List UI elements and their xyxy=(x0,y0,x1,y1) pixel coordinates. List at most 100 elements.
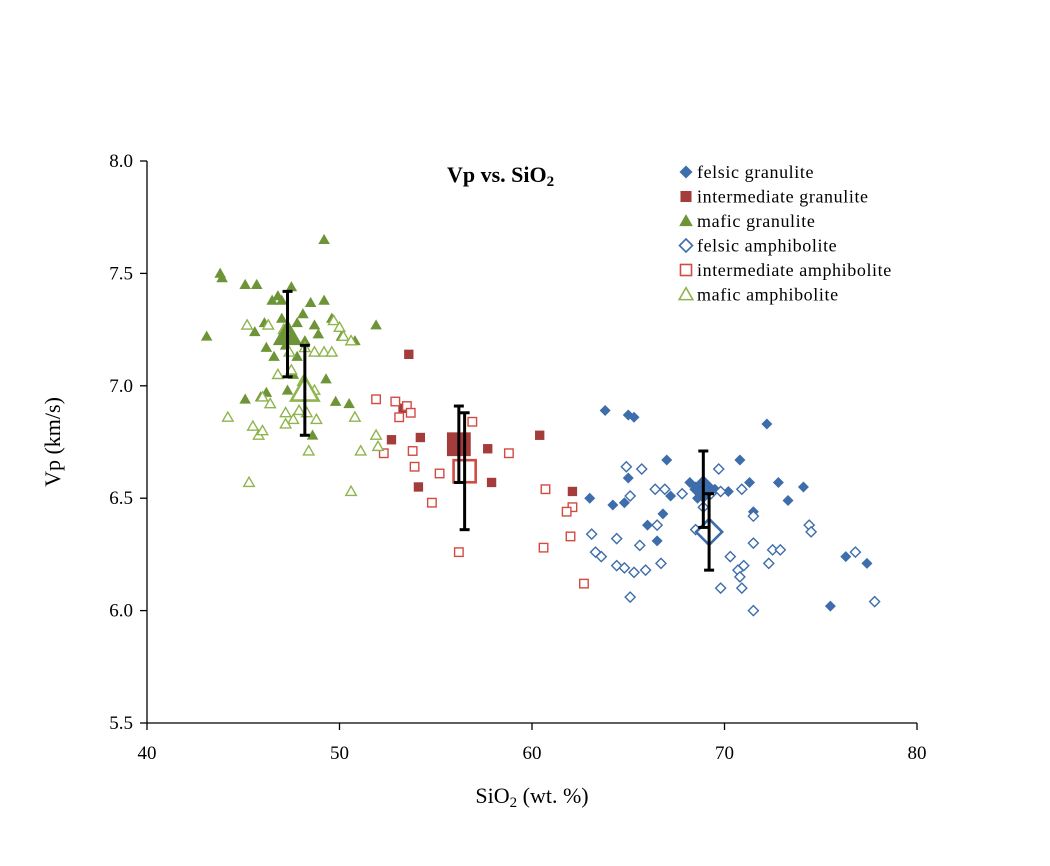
mafic-granulite-point xyxy=(299,335,311,346)
felsic-amphibolite-point xyxy=(868,595,881,608)
mafic-granulite-point xyxy=(249,326,261,337)
felsic-amphibolite-point xyxy=(712,462,725,475)
mafic-granulite-point xyxy=(216,272,228,283)
felsic-amphibolite-point xyxy=(658,483,671,496)
mafic-granulite-point xyxy=(343,398,355,409)
felsic-granulite-point xyxy=(861,557,873,569)
felsic-amphibolite-point xyxy=(595,550,608,563)
mafic-amphibolite-point xyxy=(221,410,235,422)
felsic-granulite-point xyxy=(772,476,784,488)
intermediate-amphibolite-point xyxy=(405,407,416,418)
mafic-amphibolite-point xyxy=(261,318,275,330)
intermediate-amphibolite-point xyxy=(503,448,514,459)
legend-felsic-amphibolite-label: felsic amphibolite xyxy=(697,236,837,256)
mafic-granulite-point xyxy=(275,294,288,305)
mafic-amphibolite-point xyxy=(292,403,306,416)
x-axis-title: SiO2 (wt. %) xyxy=(475,783,588,811)
mafic-granulite-point xyxy=(306,429,319,440)
mafic-granulite-point xyxy=(239,393,251,404)
felsic-amphibolite-point xyxy=(762,557,775,570)
felsic-amphibolite-point xyxy=(733,570,746,583)
x-tick-label: 70 xyxy=(715,743,734,764)
felsic-granulite-point xyxy=(744,476,756,488)
legend-mafic-granulite-label: mafic granulite xyxy=(697,211,815,231)
felsic-granulite-point xyxy=(840,551,852,563)
y-tick-label: 7.5 xyxy=(109,263,133,284)
legend: felsic granulite intermediate granulite ma… xyxy=(677,162,891,305)
felsic-granulite-point xyxy=(824,600,836,612)
felsic-granulite-point xyxy=(761,418,773,430)
felsic-granulite-point xyxy=(584,492,596,504)
mafic-amphibolite-point xyxy=(327,313,341,326)
mafic-granulite-point xyxy=(297,308,309,319)
felsic-amphibolite-point xyxy=(624,591,637,604)
intermediate-amphibolite-point xyxy=(540,484,551,495)
felsic-amphibolite-point xyxy=(747,604,760,617)
mafic-amphibolite-point xyxy=(333,320,346,332)
mafic-granulite-point xyxy=(260,341,273,352)
mafic-amphibolite-point xyxy=(317,345,331,357)
felsic-granulite-point xyxy=(797,481,809,493)
felsic-granulite-point xyxy=(661,454,673,466)
y-axis-ticks: 5.5 6.0 6.5 7.0 7.5 8.0 xyxy=(109,151,147,734)
mafic-granulite-point xyxy=(318,233,330,245)
mafic-amphibolite-point xyxy=(371,439,385,452)
felsic-amphibolite-point xyxy=(766,543,779,556)
mafic-amphibolite-point xyxy=(354,444,368,456)
intermediate-granulite-point xyxy=(386,435,397,445)
felsic-amphibolite-point xyxy=(585,528,598,541)
felsic-amphibolite-point xyxy=(649,483,662,496)
mafic-granulite-point xyxy=(250,278,263,289)
legend-mafic-amphibolite-icon xyxy=(677,286,695,301)
felsic-amphibolite-point xyxy=(654,557,667,570)
mafic-amphibolite-point xyxy=(325,345,339,357)
mafic-amphibolite-point xyxy=(246,419,260,431)
mafic-granulite-point xyxy=(320,373,332,384)
x-tick-label: 50 xyxy=(330,743,349,764)
mafic-granulite-point xyxy=(308,319,321,330)
intermediate-granulite-point xyxy=(413,482,424,492)
mafic-amphibolite-point xyxy=(263,397,277,409)
intermediate-amphibolite-point xyxy=(467,416,478,427)
mafic-amphibolite-point xyxy=(344,484,358,497)
intermediate-granulite-point xyxy=(535,430,545,440)
mafic-granulite-point xyxy=(239,278,251,289)
felsic-granulite-point xyxy=(722,485,734,497)
mafic-amphibolite-point xyxy=(279,417,293,429)
intermediate-granulite-point xyxy=(483,444,493,454)
mafic-granulite-point xyxy=(312,328,325,339)
felsic-amphibolite-point xyxy=(633,539,646,552)
intermediate-amphibolite-point xyxy=(409,461,420,472)
felsic-amphibolite-point xyxy=(849,546,862,559)
intermediate-granulite-mean-error-bar xyxy=(453,404,464,484)
felsic-granulite-point xyxy=(599,405,611,417)
mafic-granulite-point xyxy=(329,395,342,406)
mafic-amphibolite-point xyxy=(336,329,350,341)
mafic-amphibolite-point xyxy=(256,424,269,436)
mafic-granulite-point xyxy=(291,350,303,361)
felsic-amphibolite-point xyxy=(620,460,633,473)
felsic-granulite-point xyxy=(618,497,630,509)
felsic-granulite-point xyxy=(657,508,669,520)
felsic-granulite-point xyxy=(651,535,663,547)
felsic-amphibolite-point xyxy=(805,525,818,538)
legend-mafic-amphibolite-label: mafic amphibolite xyxy=(697,285,839,305)
felsic-amphibolite-point xyxy=(737,559,750,572)
felsic-amphibolite-mean-error-bar xyxy=(704,492,715,572)
x-tick-label: 40 xyxy=(138,743,157,764)
felsic-amphibolite-point xyxy=(618,561,631,574)
felsic-granulite-point xyxy=(628,411,640,423)
legend-felsic-granulite-label: felsic granulite xyxy=(697,162,814,182)
mean-markers xyxy=(272,289,724,572)
mafic-granulite-point xyxy=(275,312,288,323)
x-tick-label: 80 xyxy=(908,743,927,764)
legend-intermediate-amphibolite-icon xyxy=(679,263,693,277)
legend-intermediate-granulite-label: intermediate granulite xyxy=(697,187,869,207)
x-tick-label: 60 xyxy=(523,743,542,764)
mafic-amphibolite-point xyxy=(344,334,358,346)
felsic-amphibolite-point xyxy=(676,487,689,500)
felsic-amphibolite-point xyxy=(774,543,787,556)
felsic-amphibolite-point xyxy=(639,564,652,577)
felsic-granulite-point xyxy=(665,490,677,502)
felsic-amphibolite-point xyxy=(628,566,641,579)
